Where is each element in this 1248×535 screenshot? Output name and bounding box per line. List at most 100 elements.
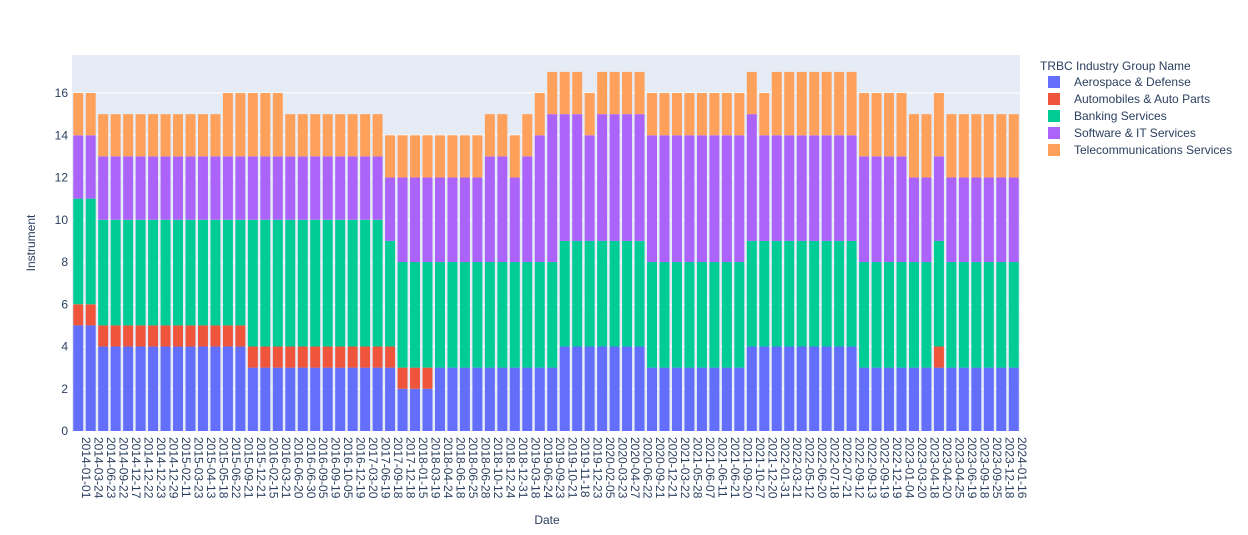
- bar-segment: [210, 156, 221, 220]
- bar-segment: [884, 93, 895, 157]
- bar-segment: [347, 367, 358, 431]
- bar-segment: [684, 135, 695, 263]
- y-tick-label: 10: [55, 213, 69, 227]
- bar-segment: [297, 156, 308, 220]
- bar-segment: [671, 367, 682, 431]
- x-tick-label: 2017-03-20: [366, 437, 380, 499]
- bar-segment: [759, 346, 770, 431]
- bar-segment: [235, 325, 246, 347]
- bar-segment: [385, 367, 396, 431]
- bar-segment: [173, 219, 184, 326]
- bar-segment: [734, 262, 745, 368]
- bar-segment: [796, 135, 807, 241]
- bar-segment: [859, 156, 870, 263]
- bar-segment: [123, 346, 134, 431]
- bar-segment: [135, 114, 146, 157]
- x-tick-label: 2015-03-23: [192, 437, 206, 499]
- legend-swatch: [1048, 144, 1060, 156]
- x-tick-label: 2023-12-18: [1002, 437, 1016, 499]
- bar-segment: [796, 71, 807, 136]
- bar-segment: [771, 71, 782, 136]
- bar-segment: [422, 367, 433, 389]
- bar-segment: [148, 156, 159, 220]
- bar-segment: [834, 240, 845, 347]
- bar-segment: [821, 135, 832, 241]
- x-tick-label: 2020-06-22: [641, 437, 655, 499]
- bar-segment: [260, 346, 271, 368]
- bar-segment: [372, 219, 383, 347]
- x-tick-label: 2019-10-21: [566, 437, 580, 499]
- y-tick-label: 4: [61, 340, 68, 354]
- x-tick-label: 2020-09-21: [653, 437, 667, 499]
- bar-segment: [484, 262, 495, 368]
- bar-segment: [422, 135, 433, 178]
- x-tick-label: 2021-03-22: [678, 437, 692, 499]
- bar-segment: [946, 262, 957, 368]
- x-tick-label: 2022-09-13: [865, 437, 879, 499]
- bar-segment: [559, 114, 570, 241]
- bar-segment: [709, 367, 720, 431]
- bar-segment: [148, 114, 159, 157]
- x-tick-label: 2022-07-18: [828, 437, 842, 499]
- bar-segment: [971, 177, 982, 263]
- bar-segment: [846, 240, 857, 347]
- bar-segment: [846, 135, 857, 241]
- bar-segment: [958, 177, 969, 263]
- legend-title: TRBC Industry Group Name: [1040, 59, 1191, 73]
- bar-segment: [410, 367, 421, 389]
- bar-segment: [310, 156, 321, 220]
- bar-segment: [110, 114, 121, 157]
- bar-segment: [160, 156, 171, 220]
- bar-segment: [983, 177, 994, 263]
- bar-segment: [921, 367, 932, 431]
- bar-segment: [210, 346, 221, 431]
- bar-segment: [110, 325, 121, 347]
- bar-segment: [721, 262, 732, 368]
- bar-segment: [684, 93, 695, 136]
- bar-segment: [434, 177, 445, 263]
- bar-segment: [659, 367, 670, 431]
- y-tick-label: 6: [61, 297, 68, 311]
- bar-segment: [410, 177, 421, 263]
- bar-segment: [609, 114, 620, 241]
- bar-segment: [110, 156, 121, 220]
- bar-segment: [746, 240, 757, 347]
- bar-segment: [983, 262, 994, 368]
- x-tick-label: 2021-06-07: [703, 437, 717, 499]
- bar-segment: [834, 71, 845, 136]
- bar-segment: [497, 156, 508, 263]
- bar-segment: [410, 262, 421, 368]
- bar-segment: [322, 367, 333, 431]
- bar-segment: [160, 325, 171, 347]
- bar-segment: [360, 114, 371, 157]
- bar-segment: [397, 388, 408, 431]
- x-tick-label: 2014-12-29: [167, 437, 181, 499]
- bar-segment: [459, 367, 470, 431]
- bar-segment: [759, 240, 770, 347]
- bar-segment: [509, 177, 520, 263]
- bar-segment: [472, 135, 483, 178]
- x-tick-label: 2018-01-15: [416, 437, 430, 499]
- bar-segment: [647, 135, 658, 263]
- bar-segment: [896, 93, 907, 157]
- x-tick-label: 2019-03-18: [528, 437, 542, 499]
- bar-segment: [908, 177, 919, 263]
- x-tick-label: 2022-07-21: [840, 437, 854, 499]
- bar-segment: [422, 262, 433, 368]
- bar-segment: [609, 346, 620, 431]
- x-axis-title: Date: [534, 513, 560, 527]
- legend-swatch: [1048, 93, 1060, 105]
- bar-segment: [983, 114, 994, 178]
- bar-segment: [197, 346, 208, 431]
- bar-segment: [983, 367, 994, 431]
- bar-segment: [647, 93, 658, 136]
- bar-segment: [671, 135, 682, 263]
- bar-segment: [484, 114, 495, 157]
- x-tick-label: 2018-04-24: [441, 437, 455, 499]
- x-tick-label: 2022-09-12: [853, 437, 867, 499]
- bar-segment: [185, 219, 196, 326]
- bar-segment: [647, 367, 658, 431]
- bar-segment: [160, 346, 171, 431]
- bar-segment: [921, 262, 932, 368]
- x-tick-label: 2023-06-19: [965, 437, 979, 499]
